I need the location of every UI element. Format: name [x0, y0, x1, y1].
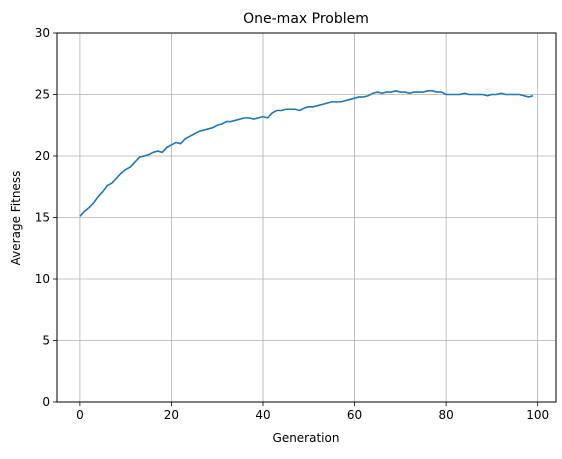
x-tick-label: 20: [164, 408, 179, 422]
y-tick-label: 20: [35, 149, 50, 163]
y-tick-label: 10: [35, 272, 50, 286]
x-tick-label: 100: [526, 408, 549, 422]
y-axis-label: Average Fitness: [9, 171, 23, 266]
y-tick-label: 0: [42, 395, 50, 409]
grid-layer: [57, 32, 556, 403]
series-line: [79, 90, 534, 217]
series-layer: [79, 90, 534, 217]
chart-title: One-max Problem: [243, 11, 369, 27]
y-tick-label: 5: [42, 334, 50, 348]
tick-layer: 0 20 40 60 80 100 0 5 10 15 20 25 30: [35, 26, 549, 422]
y-tick-label: 25: [35, 88, 50, 102]
x-tick-label: 80: [438, 408, 453, 422]
y-tick-label: 30: [35, 26, 50, 40]
x-tick-label: 0: [76, 408, 84, 422]
x-axis-label: Generation: [273, 431, 340, 445]
x-tick-label: 60: [347, 408, 362, 422]
x-tick-label: 40: [255, 408, 270, 422]
y-tick-label: 15: [35, 211, 50, 225]
